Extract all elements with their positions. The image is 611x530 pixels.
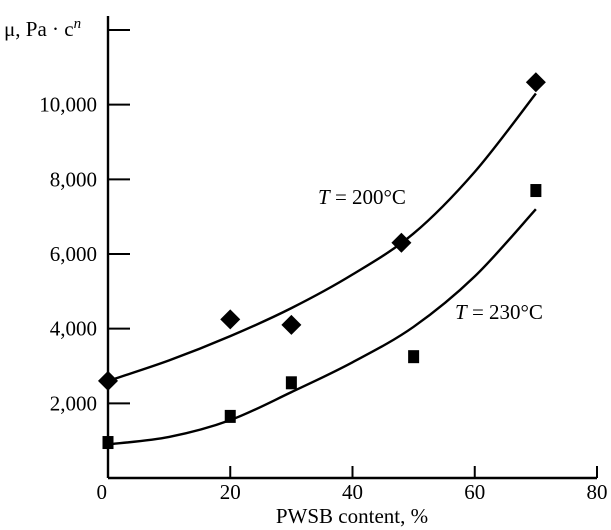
y-tick-label: 10,000: [39, 93, 97, 117]
fit-curve-1: [107, 92, 537, 383]
series-label-2: T = 230°C: [455, 300, 543, 324]
square-marker: [285, 376, 297, 390]
diamond-marker: [98, 370, 118, 391]
data-points: [98, 72, 546, 450]
y-tick-label: 8,000: [50, 167, 97, 191]
x-tick-label: 60: [464, 480, 485, 504]
fit-curves: [107, 92, 537, 446]
series-label-1: T = 200°C: [318, 185, 406, 209]
x-tick-label: 0: [97, 480, 108, 504]
y-axis-title: μ, Pa · cn: [4, 16, 81, 41]
y-tick-label: 6,000: [50, 242, 97, 266]
square-marker: [408, 350, 420, 364]
x-tick-label: 40: [342, 480, 363, 504]
y-tick-label: 4,000: [50, 317, 97, 341]
diamond-marker: [220, 309, 241, 330]
diamond-marker: [391, 232, 412, 253]
axes: 0 20 40 60 80 2,000 4,000 6,000 8,000 10,000 PWSB …: [4, 16, 608, 528]
square-marker: [530, 184, 542, 198]
diamond-marker: [281, 314, 302, 335]
x-axis-title: PWSB content, %: [276, 504, 428, 528]
x-tick-label: 20: [220, 480, 241, 504]
square-marker: [102, 436, 114, 450]
square-marker: [224, 409, 236, 423]
x-tick-label: 80: [587, 480, 608, 504]
y-tick-label: 2,000: [50, 391, 97, 415]
fit-curve-2: [107, 208, 537, 446]
diamond-marker: [525, 72, 546, 93]
chart-labels: T = 200°C T = 230°C: [318, 185, 543, 324]
